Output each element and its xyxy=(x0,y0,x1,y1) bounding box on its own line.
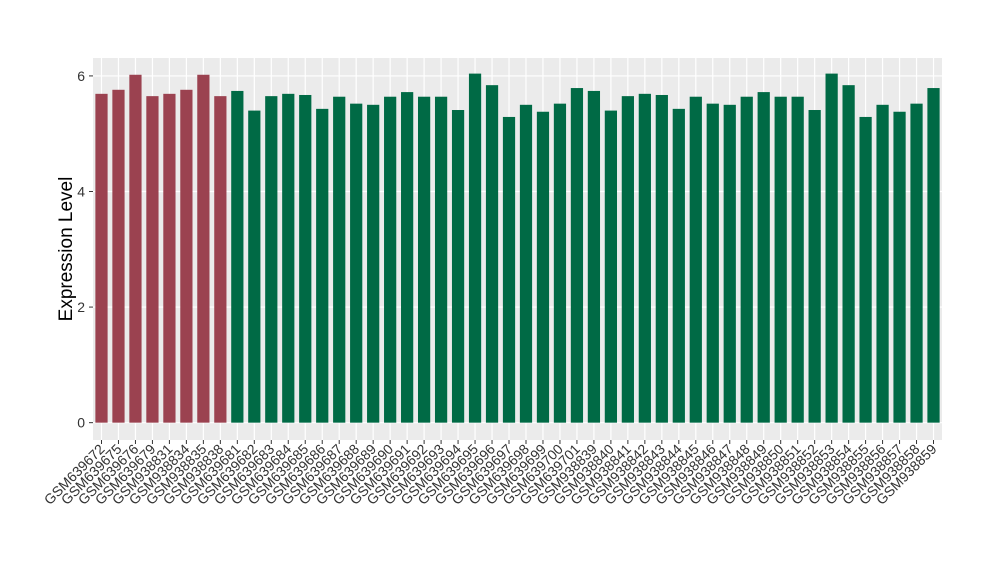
bar xyxy=(468,73,482,423)
y-tick-label: 4 xyxy=(77,183,85,199)
bar xyxy=(672,108,685,423)
bar xyxy=(927,88,940,423)
bar xyxy=(248,110,261,423)
bar xyxy=(180,89,193,423)
bar xyxy=(893,111,906,423)
y-tick-label: 2 xyxy=(77,299,85,315)
bar xyxy=(570,88,584,423)
bar xyxy=(859,116,872,423)
bar xyxy=(333,96,346,423)
bar xyxy=(706,103,719,423)
bar xyxy=(689,96,702,423)
bar xyxy=(740,96,753,423)
bar xyxy=(112,89,125,423)
y-axis-title: Expression Level xyxy=(56,177,77,322)
bar xyxy=(502,116,516,423)
bar xyxy=(587,90,601,423)
bar xyxy=(825,73,838,423)
bar xyxy=(146,96,159,423)
bar xyxy=(265,96,278,423)
bar xyxy=(655,94,668,423)
bar xyxy=(876,104,889,423)
bar xyxy=(417,96,431,423)
bar xyxy=(434,96,448,423)
bar xyxy=(638,93,651,423)
bar xyxy=(299,94,312,423)
bar xyxy=(536,111,550,423)
bar xyxy=(197,74,210,423)
bar xyxy=(367,104,380,423)
bar xyxy=(774,96,787,423)
bar xyxy=(451,110,465,423)
bar xyxy=(842,85,855,423)
bar xyxy=(163,93,176,423)
bar xyxy=(214,96,227,423)
bar xyxy=(282,93,295,423)
bar xyxy=(723,104,736,423)
bar xyxy=(350,103,363,423)
bar xyxy=(316,108,329,423)
bar xyxy=(621,96,634,423)
bar xyxy=(401,92,414,423)
bar xyxy=(231,90,244,423)
bar xyxy=(604,110,618,423)
bar xyxy=(384,96,397,423)
bar xyxy=(808,110,821,423)
bar xyxy=(910,103,923,423)
bar xyxy=(95,93,108,423)
bar xyxy=(485,85,499,423)
bar xyxy=(553,103,567,423)
y-tick-label: 6 xyxy=(77,68,85,84)
y-tick-label: 0 xyxy=(77,415,85,431)
bar xyxy=(129,74,142,423)
bar xyxy=(791,96,804,423)
bar xyxy=(757,92,770,423)
bar xyxy=(519,104,533,423)
